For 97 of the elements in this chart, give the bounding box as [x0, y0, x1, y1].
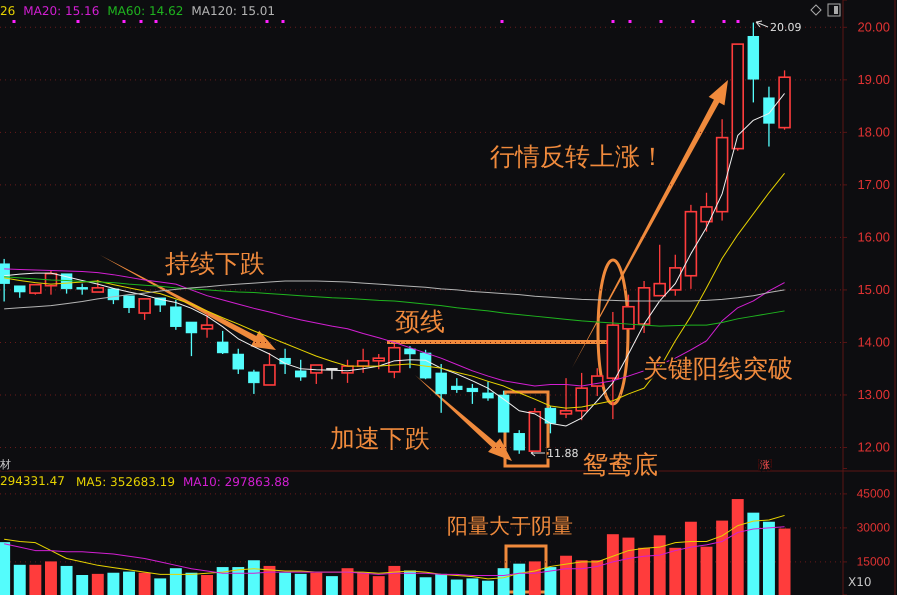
bar [107, 572, 120, 595]
text: 26 [0, 4, 16, 18]
bar [170, 568, 182, 595]
bar [747, 512, 760, 595]
bar [264, 566, 276, 595]
candlestick [590, 368, 604, 397]
bar [76, 575, 88, 595]
candlestick [669, 254, 682, 296]
annotation: 颈线 [395, 307, 445, 336]
candlestick [388, 343, 401, 379]
bar [684, 522, 697, 595]
bar [372, 576, 385, 595]
bar [778, 528, 791, 595]
text: X10 [848, 575, 872, 589]
bar [498, 568, 510, 595]
annotation: 294331.47 [0, 474, 65, 488]
bar [29, 564, 42, 595]
bar [466, 578, 478, 595]
bar [326, 576, 338, 595]
y-tick-label: 15000 [856, 554, 890, 569]
candlestick [451, 378, 462, 394]
annotation: 鸳鸯底 [583, 450, 658, 479]
candlestick [763, 86, 775, 148]
bar [123, 572, 135, 595]
bar [342, 568, 354, 595]
annotation: 20.09 [770, 21, 802, 34]
y-tick-label: 20.00 [857, 19, 890, 34]
text: MA120: 15.01 [191, 4, 276, 18]
bar [14, 564, 26, 595]
candlestick [514, 430, 525, 454]
bar [185, 572, 198, 595]
bar [544, 567, 556, 595]
candlestick [170, 299, 182, 330]
bar [591, 560, 604, 595]
bar [669, 548, 682, 595]
candlestick [606, 311, 620, 420]
candlestick [232, 348, 244, 375]
bar [45, 561, 57, 595]
bar [638, 548, 650, 595]
y-tick-label: 13.00 [857, 387, 890, 402]
bar [450, 580, 463, 595]
bar [528, 561, 541, 595]
annotation: 持续下跌 [165, 249, 265, 278]
bar [420, 577, 432, 595]
bar [404, 570, 416, 595]
bar [762, 522, 775, 595]
bar [201, 575, 214, 595]
line-series [4, 280, 786, 310]
bar [92, 574, 104, 595]
bar [435, 574, 448, 595]
candlestick [466, 383, 478, 405]
bar [513, 564, 526, 595]
bar [154, 578, 166, 595]
annotation: 加速下跌 [330, 424, 430, 453]
y-tick-label: 17.00 [857, 177, 890, 192]
bar [622, 538, 634, 595]
bar [732, 499, 744, 595]
bar [700, 546, 712, 595]
bar [279, 572, 292, 595]
y-tick-label: 14.00 [857, 334, 890, 350]
annotation: 行情反转上涨！ [490, 142, 665, 171]
bar [357, 572, 370, 595]
bar [560, 556, 572, 595]
bar [294, 574, 307, 595]
line-series [4, 514, 786, 580]
text: MA10: 297863.88 [182, 475, 290, 490]
bar [310, 572, 322, 595]
annotation: 材 [0, 458, 11, 471]
bar [232, 567, 244, 595]
candlestick [748, 22, 760, 104]
y-tick-label: 18.00 [857, 124, 890, 140]
candlestick [279, 348, 291, 375]
bar [576, 560, 588, 595]
bar [388, 566, 400, 595]
bar [60, 566, 73, 595]
bar [248, 560, 260, 595]
y-tick-label: 30000 [856, 520, 890, 535]
y-tick-label: 12.00 [857, 440, 890, 455]
y-tick-label: 45000 [856, 486, 890, 501]
candlestick [575, 372, 588, 421]
candlestick [716, 118, 728, 222]
bar [654, 535, 666, 595]
y-tick-label: 16.00 [857, 230, 890, 245]
candlestick [700, 192, 713, 232]
bar [138, 572, 151, 595]
bar [482, 580, 494, 595]
text: MA60: 14.62 [107, 4, 184, 18]
bar [716, 520, 728, 595]
y-tick-label: 15.00 [857, 282, 890, 298]
candlestick [435, 363, 447, 414]
annotation: 阳量大于阴量 [447, 514, 573, 538]
y-tick-label: 19.00 [857, 72, 890, 87]
bar [216, 567, 229, 595]
candlestick [294, 359, 306, 382]
text: MA5: 352683.19 [76, 475, 175, 490]
bar [606, 534, 619, 595]
text: MA20: 15.16 [23, 4, 100, 18]
